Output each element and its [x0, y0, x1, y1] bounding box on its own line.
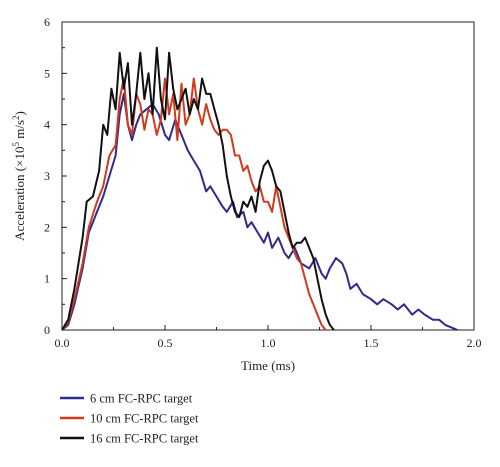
y-tick-label: 1	[44, 272, 50, 286]
series-line-2	[61, 77, 327, 331]
y-tick-label: 5	[44, 66, 50, 80]
series-line-3	[61, 46, 335, 331]
y-tick-label: 6	[44, 15, 50, 29]
y-axis-title-post: )	[12, 111, 27, 115]
legend-label-1: 6 cm FC-RPC target	[90, 392, 193, 406]
y-tick-label: 0	[44, 323, 50, 337]
y-axis-title-pre: Acceleration (×10	[12, 147, 27, 241]
y-tick-label: 3	[44, 169, 50, 183]
x-tick-label: 2.0	[467, 336, 482, 350]
series-layer	[61, 46, 458, 331]
x-tick-label: 1.0	[261, 336, 276, 350]
plot-area: 0.0 0.5 1.0 1.5 2.0 0 1 2 3 4 5 6	[44, 15, 482, 350]
y-axis-title: Acceleration (×105 m/s2)	[11, 111, 27, 241]
plot-frame	[61, 21, 475, 331]
y-axis-ticks: 0 1 2 3 4 5 6	[44, 15, 67, 337]
legend-label-3: 16 cm FC-RPC target	[90, 432, 199, 446]
y-axis-title-mid: m/s	[12, 120, 27, 142]
y-tick-label: 4	[44, 118, 50, 132]
x-axis-ticks: 0.0 0.5 1.0 1.5 2.0	[55, 325, 482, 350]
legend: 6 cm FC-RPC target 10 cm FC-RPC target 16 …	[60, 392, 199, 446]
x-tick-label: 0.0	[55, 336, 70, 350]
y-axis-title-exp2: 2	[11, 115, 21, 120]
series-line-1	[61, 92, 458, 331]
x-tick-label: 0.5	[158, 336, 173, 350]
x-axis-title: Time (ms)	[241, 358, 295, 373]
y-axis-title-exp1: 5	[11, 142, 21, 147]
legend-label-2: 10 cm FC-RPC target	[90, 412, 199, 426]
y-tick-label: 2	[44, 220, 50, 234]
x-tick-label: 1.5	[364, 336, 379, 350]
